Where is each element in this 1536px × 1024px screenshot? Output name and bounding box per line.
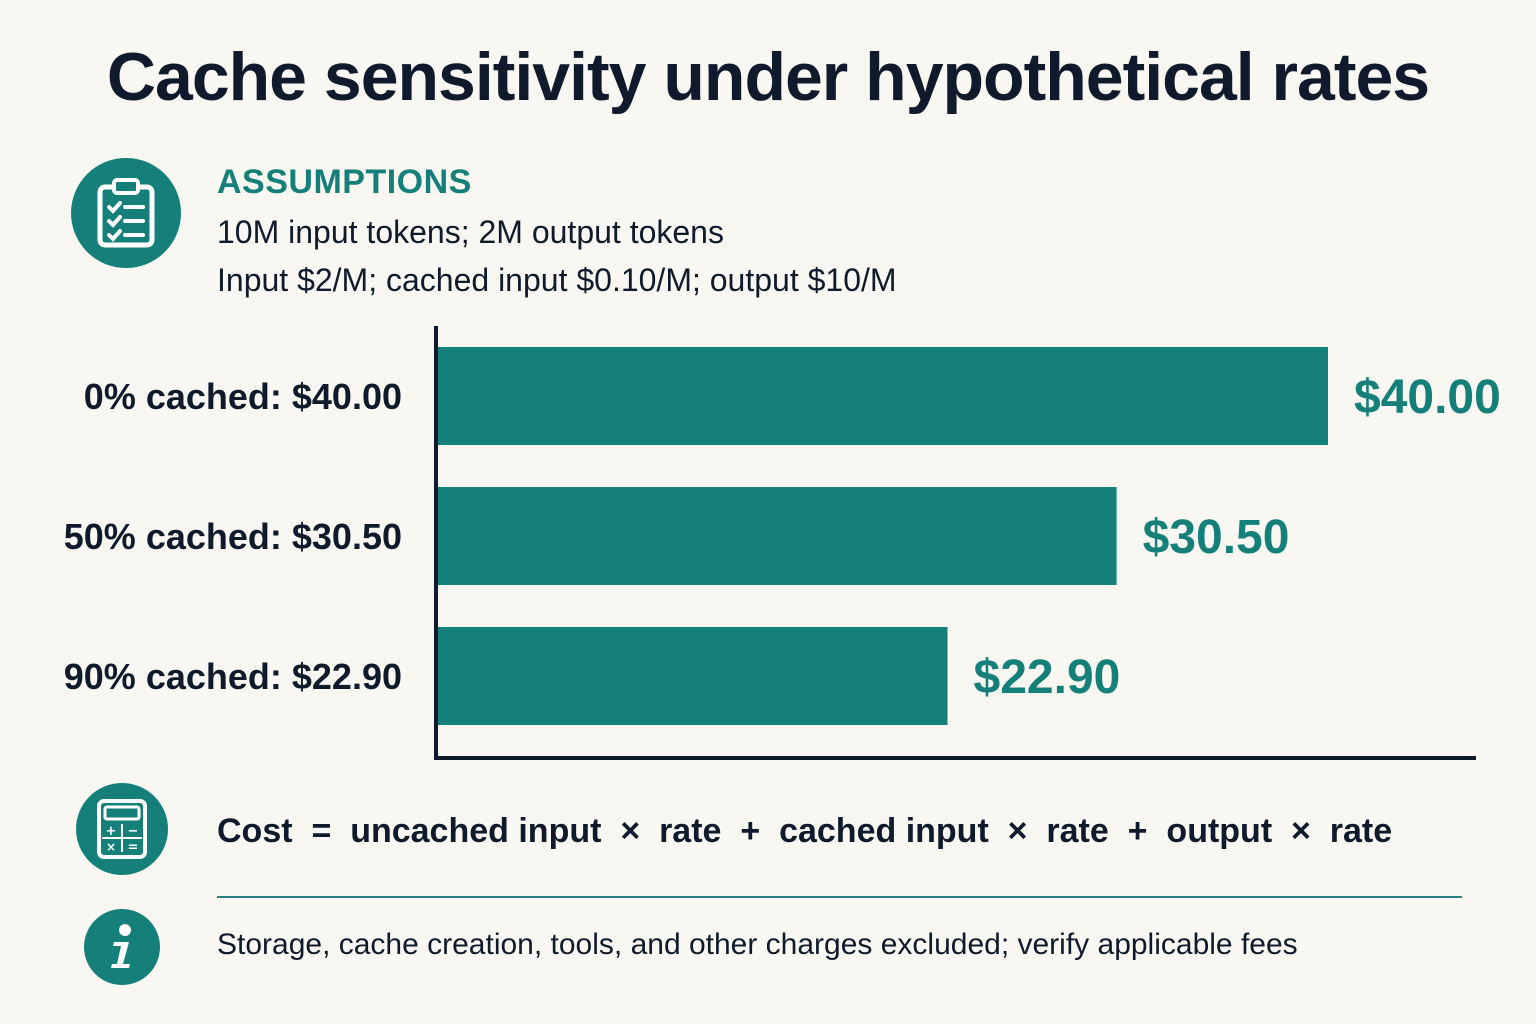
svg-text:+: +	[106, 824, 117, 839]
clipboard-checklist-icon	[71, 158, 181, 268]
footnote: Storage, cache creation, tools, and othe…	[217, 928, 1298, 961]
category-label-2: 90% cached: $22.90	[64, 656, 402, 697]
divider	[217, 896, 1462, 898]
svg-text:=: =	[128, 840, 139, 855]
bar-2	[438, 627, 948, 725]
svg-text:−: −	[128, 824, 139, 839]
assumptions-rates: Input $2/M; cached input $0.10/M; output…	[217, 262, 897, 298]
assumptions-tokens: 10M input tokens; 2M output tokens	[217, 214, 724, 250]
category-label-0: 0% cached: $40.00	[84, 376, 402, 417]
assumptions-heading: ASSUMPTIONS	[217, 163, 472, 201]
cost-formula: Cost = uncached input × rate + cached in…	[217, 812, 1393, 850]
calculator-icon: + − × =	[76, 783, 168, 875]
category-label-1: 50% cached: $30.50	[64, 516, 402, 557]
chart-title: Cache sensitivity under hypothetical rat…	[106, 39, 1430, 115]
bar-chart: 0% cached: $40.00 $40.00 50% cached: $30.5…	[64, 326, 1501, 760]
value-label-1: $30.50	[1143, 511, 1290, 564]
value-label-0: $40.00	[1354, 371, 1501, 424]
value-label-2: $22.90	[974, 651, 1121, 704]
bar-0	[438, 347, 1328, 445]
info-icon	[84, 909, 160, 985]
bar-1	[438, 487, 1117, 585]
svg-text:×: ×	[106, 840, 116, 854]
